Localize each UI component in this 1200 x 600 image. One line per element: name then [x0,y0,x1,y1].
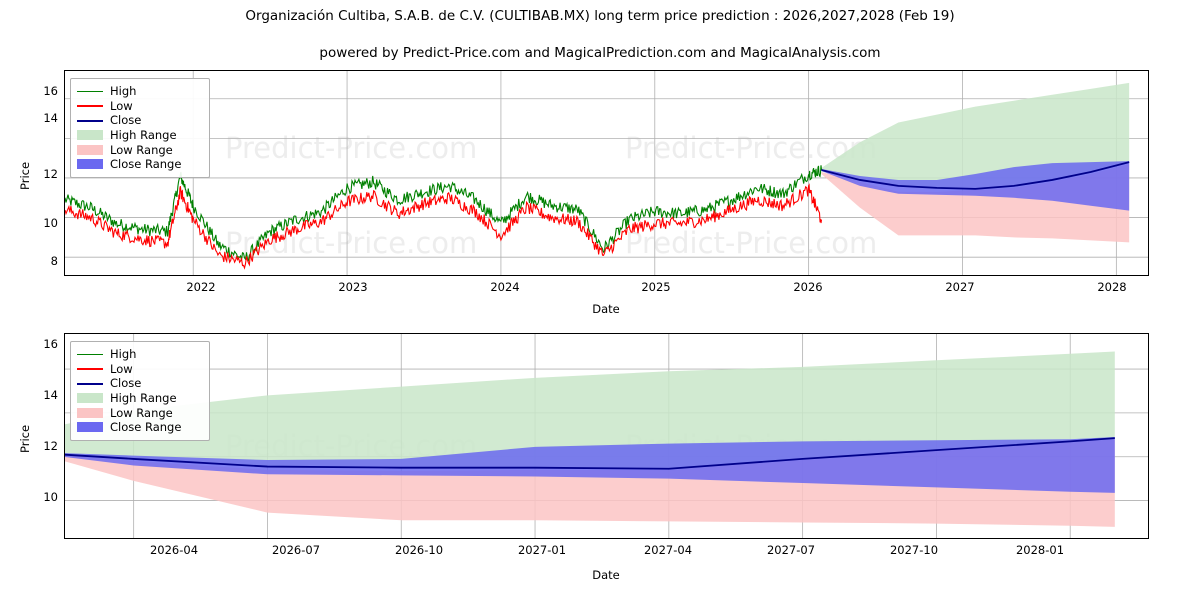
top-ytick-12: 12 [43,167,58,181]
bottom-ytick-14: 14 [43,388,58,402]
legend-label-low-bottom: Low [110,361,133,376]
page-subtitle: powered by Predict-Price.com and Magical… [319,45,881,61]
bottom-chart-panel: Predict-Price.com Predict-Price.com [64,333,1149,539]
legend-swatch-close-line [77,115,103,126]
top-xtick-2022: 2022 [186,280,216,294]
bottom-chart-legend: High Low Close High Range Low Range Clos… [70,341,210,441]
legend-swatch-close-line-bottom [77,378,103,389]
legend-label-high-range: High Range [110,128,177,143]
legend-item-high-bottom[interactable]: High [77,347,202,362]
bottom-xtick-5: 2027-04 [643,543,693,557]
top-ytick-14: 14 [43,111,58,125]
legend-label-high-bottom: High [110,347,137,362]
legend-swatch-low-line-bottom [77,363,103,374]
bottom-xtick-2: 2026-07 [271,543,321,557]
top-chart-plot [65,71,1148,275]
bottom-xtick-1: 2026-04 [149,543,199,557]
top-xtick-2027: 2027 [945,280,975,294]
bottom-chart-plot [65,334,1148,538]
bottom-ytick-10: 10 [43,490,58,504]
bottom-xtick-8: 2028-01 [1015,543,1065,557]
top-xtick-2024: 2024 [490,280,520,294]
legend-item-low-range[interactable]: Low Range [77,142,202,157]
bottom-ytick-12: 12 [43,439,58,453]
legend-label-low: Low [110,98,133,113]
legend-swatch-high-range [77,130,103,141]
top-yaxis-label: Price [18,161,32,190]
legend-item-high[interactable]: High [77,84,202,99]
bottom-xtick-3: 2026-10 [394,543,444,557]
page-title: Organización Cultiba, S.A.B. de C.V. (CU… [245,8,955,24]
top-xtick-2023: 2023 [338,280,368,294]
top-xtick-2026: 2026 [793,280,823,294]
legend-swatch-low-range-bottom [77,407,103,418]
top-xaxis-label: Date [592,302,620,316]
top-chart-panel: Predict-Price.com Predict-Price.com Pred… [64,70,1149,276]
legend-swatch-low-line [77,100,103,111]
legend-swatch-close-range-bottom [77,422,103,433]
legend-item-low-range-bottom[interactable]: Low Range [77,405,202,420]
legend-item-high-range[interactable]: High Range [77,128,202,143]
bottom-yaxis-label: Price [18,424,32,453]
bottom-xaxis-label: Date [592,568,620,582]
legend-item-low-bottom[interactable]: Low [77,362,202,377]
legend-swatch-high-line-bottom [77,349,103,360]
legend-label-close-bottom: Close [110,376,142,391]
legend-item-close-bottom[interactable]: Close [77,376,202,391]
top-xtick-2028: 2028 [1097,280,1127,294]
bottom-xtick-7: 2027-10 [889,543,939,557]
top-ytick-8: 8 [50,254,58,268]
bottom-ytick-16: 16 [43,337,58,351]
legend-label-close: Close [110,113,142,128]
legend-label-high-range-bottom: High Range [110,391,177,406]
legend-swatch-high-line [77,86,103,97]
legend-label-low-range: Low Range [110,142,173,157]
legend-item-close-range[interactable]: Close Range [77,157,202,172]
top-ytick-10: 10 [43,216,58,230]
legend-item-close-range-bottom[interactable]: Close Range [77,420,202,435]
legend-item-close[interactable]: Close [77,113,202,128]
legend-swatch-high-range-bottom [77,393,103,404]
legend-item-high-range-bottom[interactable]: High Range [77,391,202,406]
top-xtick-2025: 2025 [641,280,671,294]
legend-swatch-low-range [77,144,103,155]
legend-label-high: High [110,84,137,99]
top-ytick-16: 16 [43,84,58,98]
legend-label-close-range: Close Range [110,157,182,172]
legend-label-close-range-bottom: Close Range [110,420,182,435]
top-chart-legend: High Low Close High Range Low Range Clos… [70,78,210,178]
bottom-xtick-6: 2027-07 [766,543,816,557]
legend-item-low[interactable]: Low [77,99,202,114]
legend-swatch-close-range [77,159,103,170]
bottom-xtick-4: 2027-01 [517,543,567,557]
legend-label-low-range-bottom: Low Range [110,405,173,420]
